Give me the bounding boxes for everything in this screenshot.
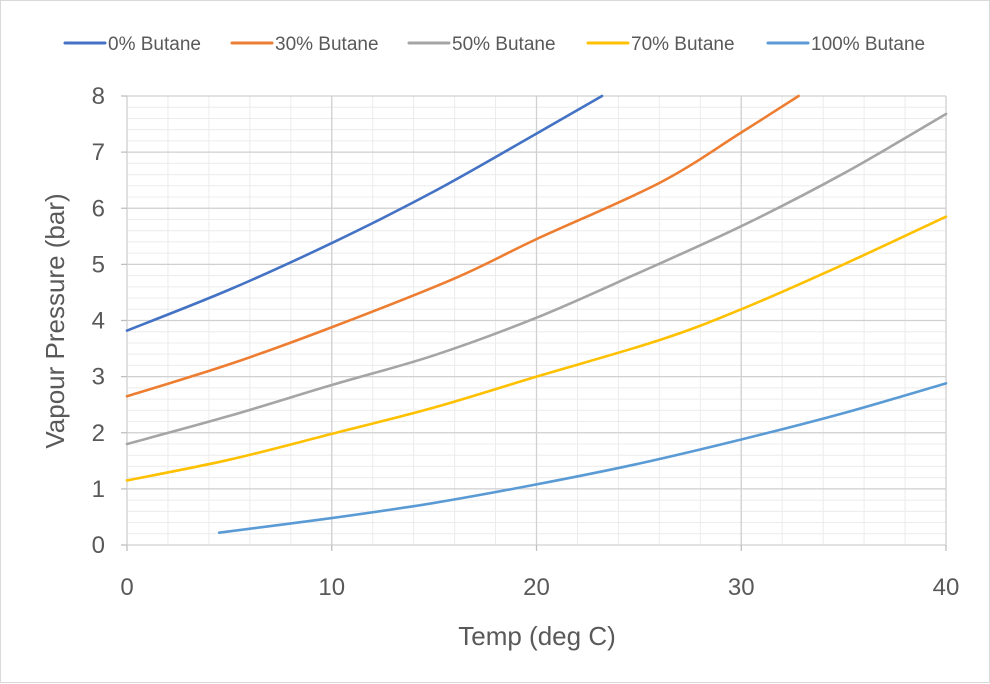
- y-tick-label: 0: [92, 532, 105, 559]
- y-tick-label: 3: [92, 364, 105, 391]
- series-line-4: [217, 382, 948, 534]
- series-line-3: [125, 215, 948, 482]
- x-tick-label: 0: [120, 574, 133, 601]
- y-tick-label: 2: [92, 420, 105, 447]
- major-gridlines: [121, 95, 947, 551]
- y-axis-title: Vapour Pressure (bar): [40, 193, 70, 448]
- legend-label: 50% Butane: [452, 34, 556, 55]
- x-axis-title: Temp (deg C): [458, 621, 616, 651]
- legend: 0% Butane 30% Butane 50% Butane 70% Butane 1…: [63, 34, 925, 55]
- y-tick-label: 8: [92, 83, 105, 110]
- y-tick-label: 4: [92, 308, 105, 335]
- legend-label: 70% Butane: [631, 34, 735, 55]
- x-tick-label: 10: [318, 574, 345, 601]
- x-tick-label: 30: [728, 574, 755, 601]
- y-tick-label: 6: [92, 195, 105, 222]
- legend-label: 30% Butane: [275, 34, 379, 55]
- series-line-2: [125, 112, 948, 446]
- y-tick-label: 7: [92, 139, 105, 166]
- x-axis-tick-labels: 0 10 20 30 40: [120, 574, 959, 601]
- x-tick-label: 40: [933, 574, 960, 601]
- legend-label: 0% Butane: [108, 34, 201, 55]
- legend-label: 100% Butane: [811, 34, 925, 55]
- series-line-0: [125, 94, 604, 332]
- y-tick-label: 1: [92, 476, 105, 503]
- series-lines: [125, 94, 948, 534]
- x-tick-label: 20: [523, 574, 550, 601]
- y-axis-tick-labels: 0 1 2 3 4 5 6 7 8: [92, 83, 105, 559]
- series-line-1: [125, 94, 800, 398]
- y-tick-label: 5: [92, 251, 105, 278]
